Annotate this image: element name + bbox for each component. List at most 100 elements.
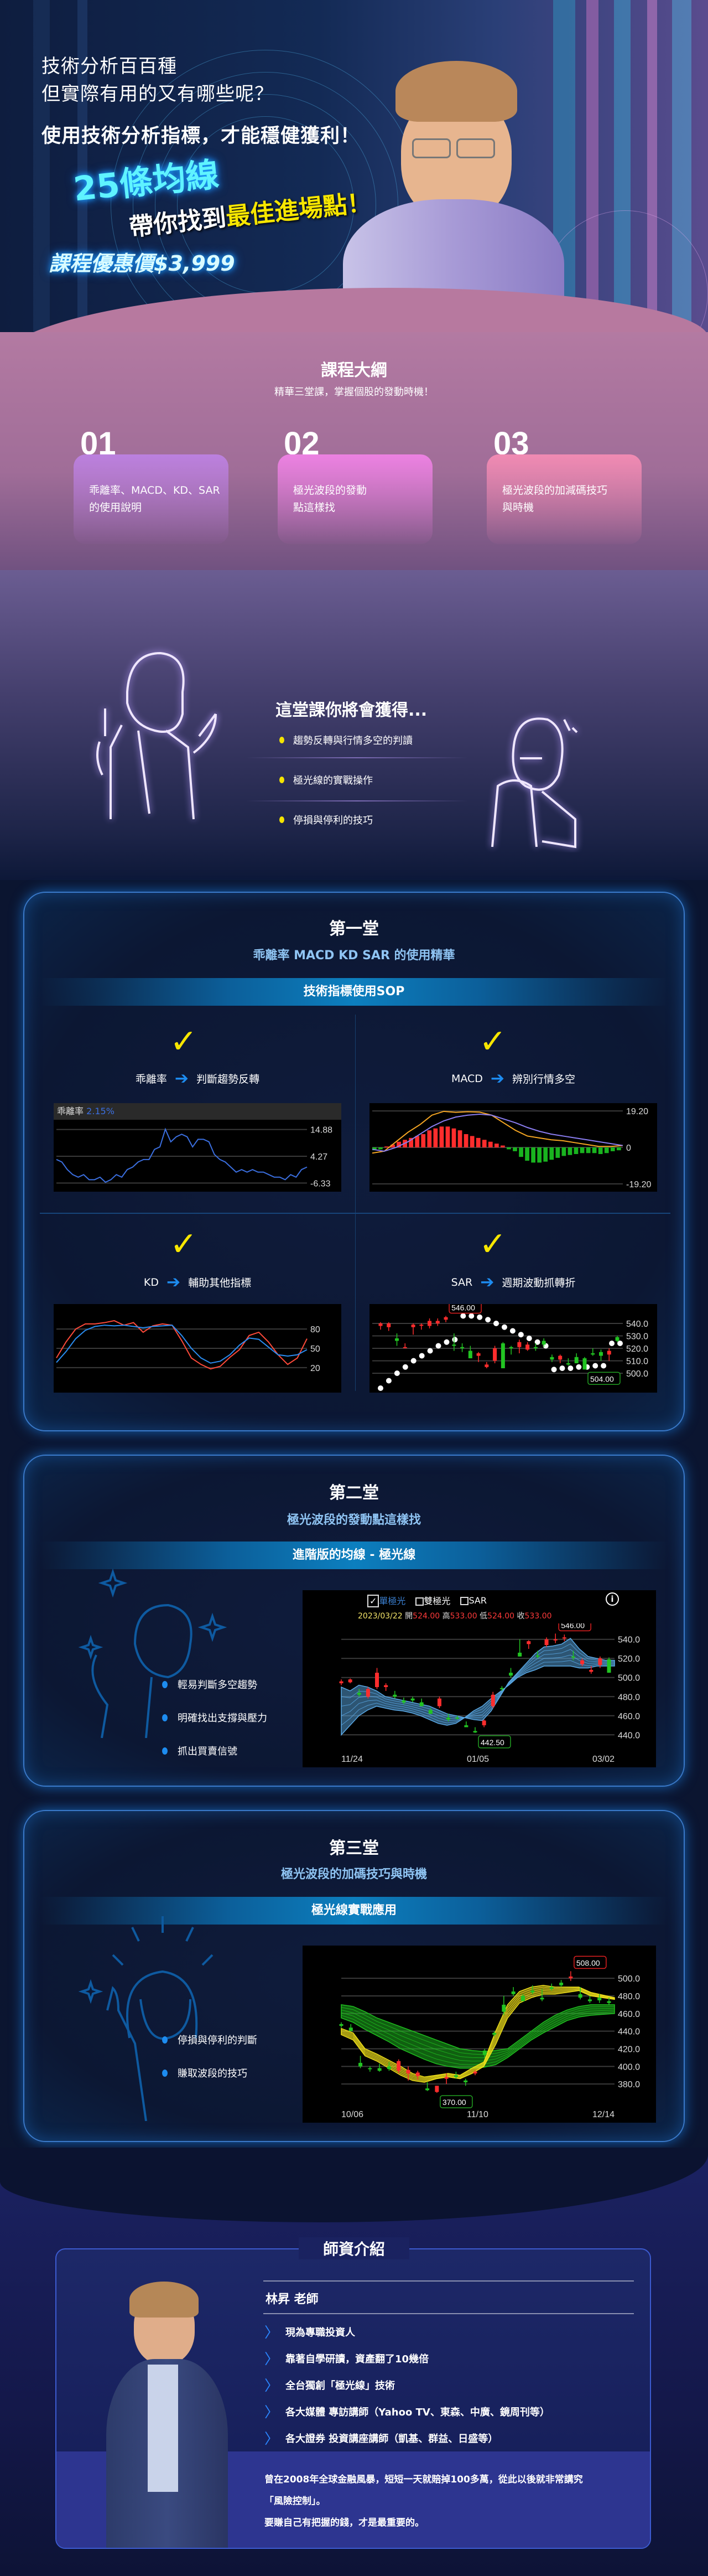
divider [355, 1015, 356, 1391]
lesson-3-card: 第三堂 極光波段的加碼技巧與時機 極光線實戰應用 停損與停利的判斷 賺取波段的技… [23, 1810, 685, 2142]
histogram-bar [427, 1130, 432, 1147]
histogram-bar [421, 1134, 426, 1147]
macd-chart: 19.20 0 -19.20 [369, 1103, 657, 1192]
candle-body [535, 1656, 540, 1657]
y-tick-label: 540.0 [626, 1320, 648, 1329]
open-value: 524.00 [413, 1612, 440, 1621]
y-tick-label: -19.20 [626, 1180, 651, 1189]
instructor-card: 林昇 老師 〉現為專職投資人 〉靠著自學研讀，資產翻了10幾倍 〉全台獨創「極光… [55, 2248, 651, 2549]
x-tick-label: 03/02 [592, 1755, 615, 1764]
divider [40, 1213, 670, 1214]
bias-chart-header: 乖離率 2.15% [54, 1103, 341, 1120]
candle-body [435, 1321, 440, 1323]
lesson-2-item-text: 抓出買賣信號 [178, 1746, 237, 1757]
chevron-right-icon: 〉 [264, 2378, 279, 2394]
histogram-bar [409, 1137, 414, 1147]
sar-chart: 540.0 530.0 520.0 510.0 500.0 546.00 504.00 [369, 1304, 657, 1393]
divider [246, 757, 467, 758]
y-tick-label: 500.0 [626, 1369, 648, 1379]
candle-body [402, 1700, 406, 1703]
price-label-box [449, 1304, 482, 1314]
chevron-right-icon: 〉 [264, 2404, 279, 2421]
benefit-item: 趨勢反轉與行情多空的判讀 [279, 733, 413, 747]
checkbox-empty-icon[interactable] [460, 1596, 469, 1605]
candle-body [419, 1325, 424, 1326]
instructor-bullet-text: 各大媒體 專訪講師（Yahoo TV、東森、中廣、鏡周刊等） [285, 2406, 550, 2418]
candle-body [509, 1347, 513, 1348]
indicator-desc: 辨別行情多空 [512, 1073, 576, 1085]
candle-body [518, 1652, 522, 1657]
lesson-2-card: 第二堂 極光波段的發動點這樣找 進階版的均線 - 極光線 輕易判斷多空趨勢 明確… [23, 1455, 685, 1787]
info-icon[interactable]: i [606, 1592, 619, 1606]
story-line: 「風險控制」。 [264, 2496, 326, 2507]
histogram-bar [470, 1136, 475, 1147]
candle-body [502, 2004, 506, 2012]
histogram-bar [616, 1147, 621, 1151]
candle-body [615, 1337, 620, 1341]
benefits-title: 這堂課你將會獲得... [275, 701, 428, 720]
y-tick-label: 500.0 [618, 1674, 640, 1683]
lesson-2-title: 第二堂 [329, 1483, 379, 1503]
candle-body [452, 1344, 456, 1346]
outline-subtitle: 精華三堂課，掌握個股的發動時機！ [274, 386, 434, 398]
candle-body [566, 1363, 570, 1365]
sar-dot [468, 1313, 475, 1319]
thinking-person-illustration-icon [491, 717, 578, 849]
histogram-bar [507, 1147, 511, 1150]
lesson-2-banner: 進階版的均線 - 極光線 [40, 1542, 668, 1569]
candle-body [597, 1998, 602, 2000]
y-tick-label: 510.0 [626, 1357, 648, 1367]
instructor-section-title: 師資介紹 [299, 2237, 409, 2259]
sar-dot [601, 1363, 607, 1369]
indicator-desc: 週期波動抓轉折 [502, 1277, 576, 1289]
divider [246, 800, 467, 801]
y-tick-label: 80 [310, 1325, 320, 1334]
checkbox-checked-icon[interactable]: ✓ [367, 1595, 379, 1607]
candle-body [553, 1639, 558, 1641]
aurora-band-line [341, 1649, 615, 1719]
bullet-dot-icon [162, 1680, 168, 1688]
checkbox-empty-icon[interactable] [415, 1597, 424, 1606]
y-tick-label: 400.0 [618, 2062, 640, 2072]
candle-body [395, 1338, 399, 1341]
candle-body [411, 1325, 415, 1327]
checkmark-icon: ✓ [478, 1022, 507, 1061]
candle-body [444, 1317, 448, 1320]
sar-dot [576, 1364, 582, 1370]
sar-dot [518, 1332, 524, 1338]
y-tick-label: 530.0 [626, 1332, 648, 1342]
sar-dot [509, 1328, 516, 1334]
aurora-chart-plot: 540.0 520.0 500.0 480.0 460.0 440.0 11/24 01/05… [339, 1623, 640, 1764]
benefit-text: 極光線的實戰操作 [293, 775, 373, 787]
candle-body [348, 2027, 353, 2031]
candle-body [571, 1656, 575, 1658]
bias-chart: 乖離率 2.15% 14.88 4.27 -6.33 [54, 1103, 341, 1192]
option-double-aurora[interactable]: 雙極光 [415, 1594, 450, 1607]
aurora-ribbon [341, 1637, 615, 1736]
arrow-right-icon: ➔ [174, 1069, 189, 1088]
sar-chart-plot: 540.0 530.0 520.0 510.0 500.0 546.00 504.00 [372, 1304, 648, 1391]
candle-body [384, 1685, 388, 1687]
candle-body [580, 1660, 585, 1664]
candle-body [357, 1693, 361, 1695]
lesson-1-title: 第一堂 [329, 919, 379, 939]
indicator-name: MACD [451, 1072, 483, 1085]
instructor-name: 林昇 老師 [266, 2293, 319, 2306]
y-tick-label: -6.33 [310, 1179, 331, 1188]
arrow-right-icon: ➔ [490, 1069, 505, 1088]
idea-person-illustration-icon [78, 1916, 214, 2121]
option-single-aurora[interactable]: ✓ 單極光 [367, 1594, 405, 1607]
candle-body [393, 1694, 397, 1697]
option-sar[interactable]: SAR [460, 1595, 487, 1606]
checkmark-icon: ✓ [478, 1225, 507, 1264]
benefit-text: 停損與停利的技巧 [293, 815, 373, 826]
lesson-1-banner: 技術指標使用SOP [40, 978, 668, 1006]
close-label: 收 [517, 1612, 525, 1621]
course-benefits-section: 這堂課你將會獲得... 趨勢反轉與行情多空的判讀 極光線的實戰操作 停損與停利的… [0, 570, 708, 880]
bullet-dot-icon [279, 777, 284, 783]
y-tick-label: 540.0 [618, 1636, 640, 1645]
histogram-bar [372, 1147, 377, 1151]
sar-dot [592, 1363, 598, 1369]
sar-dot [402, 1364, 408, 1370]
lesson-3-item: 賺取波段的技巧 [162, 2066, 247, 2080]
